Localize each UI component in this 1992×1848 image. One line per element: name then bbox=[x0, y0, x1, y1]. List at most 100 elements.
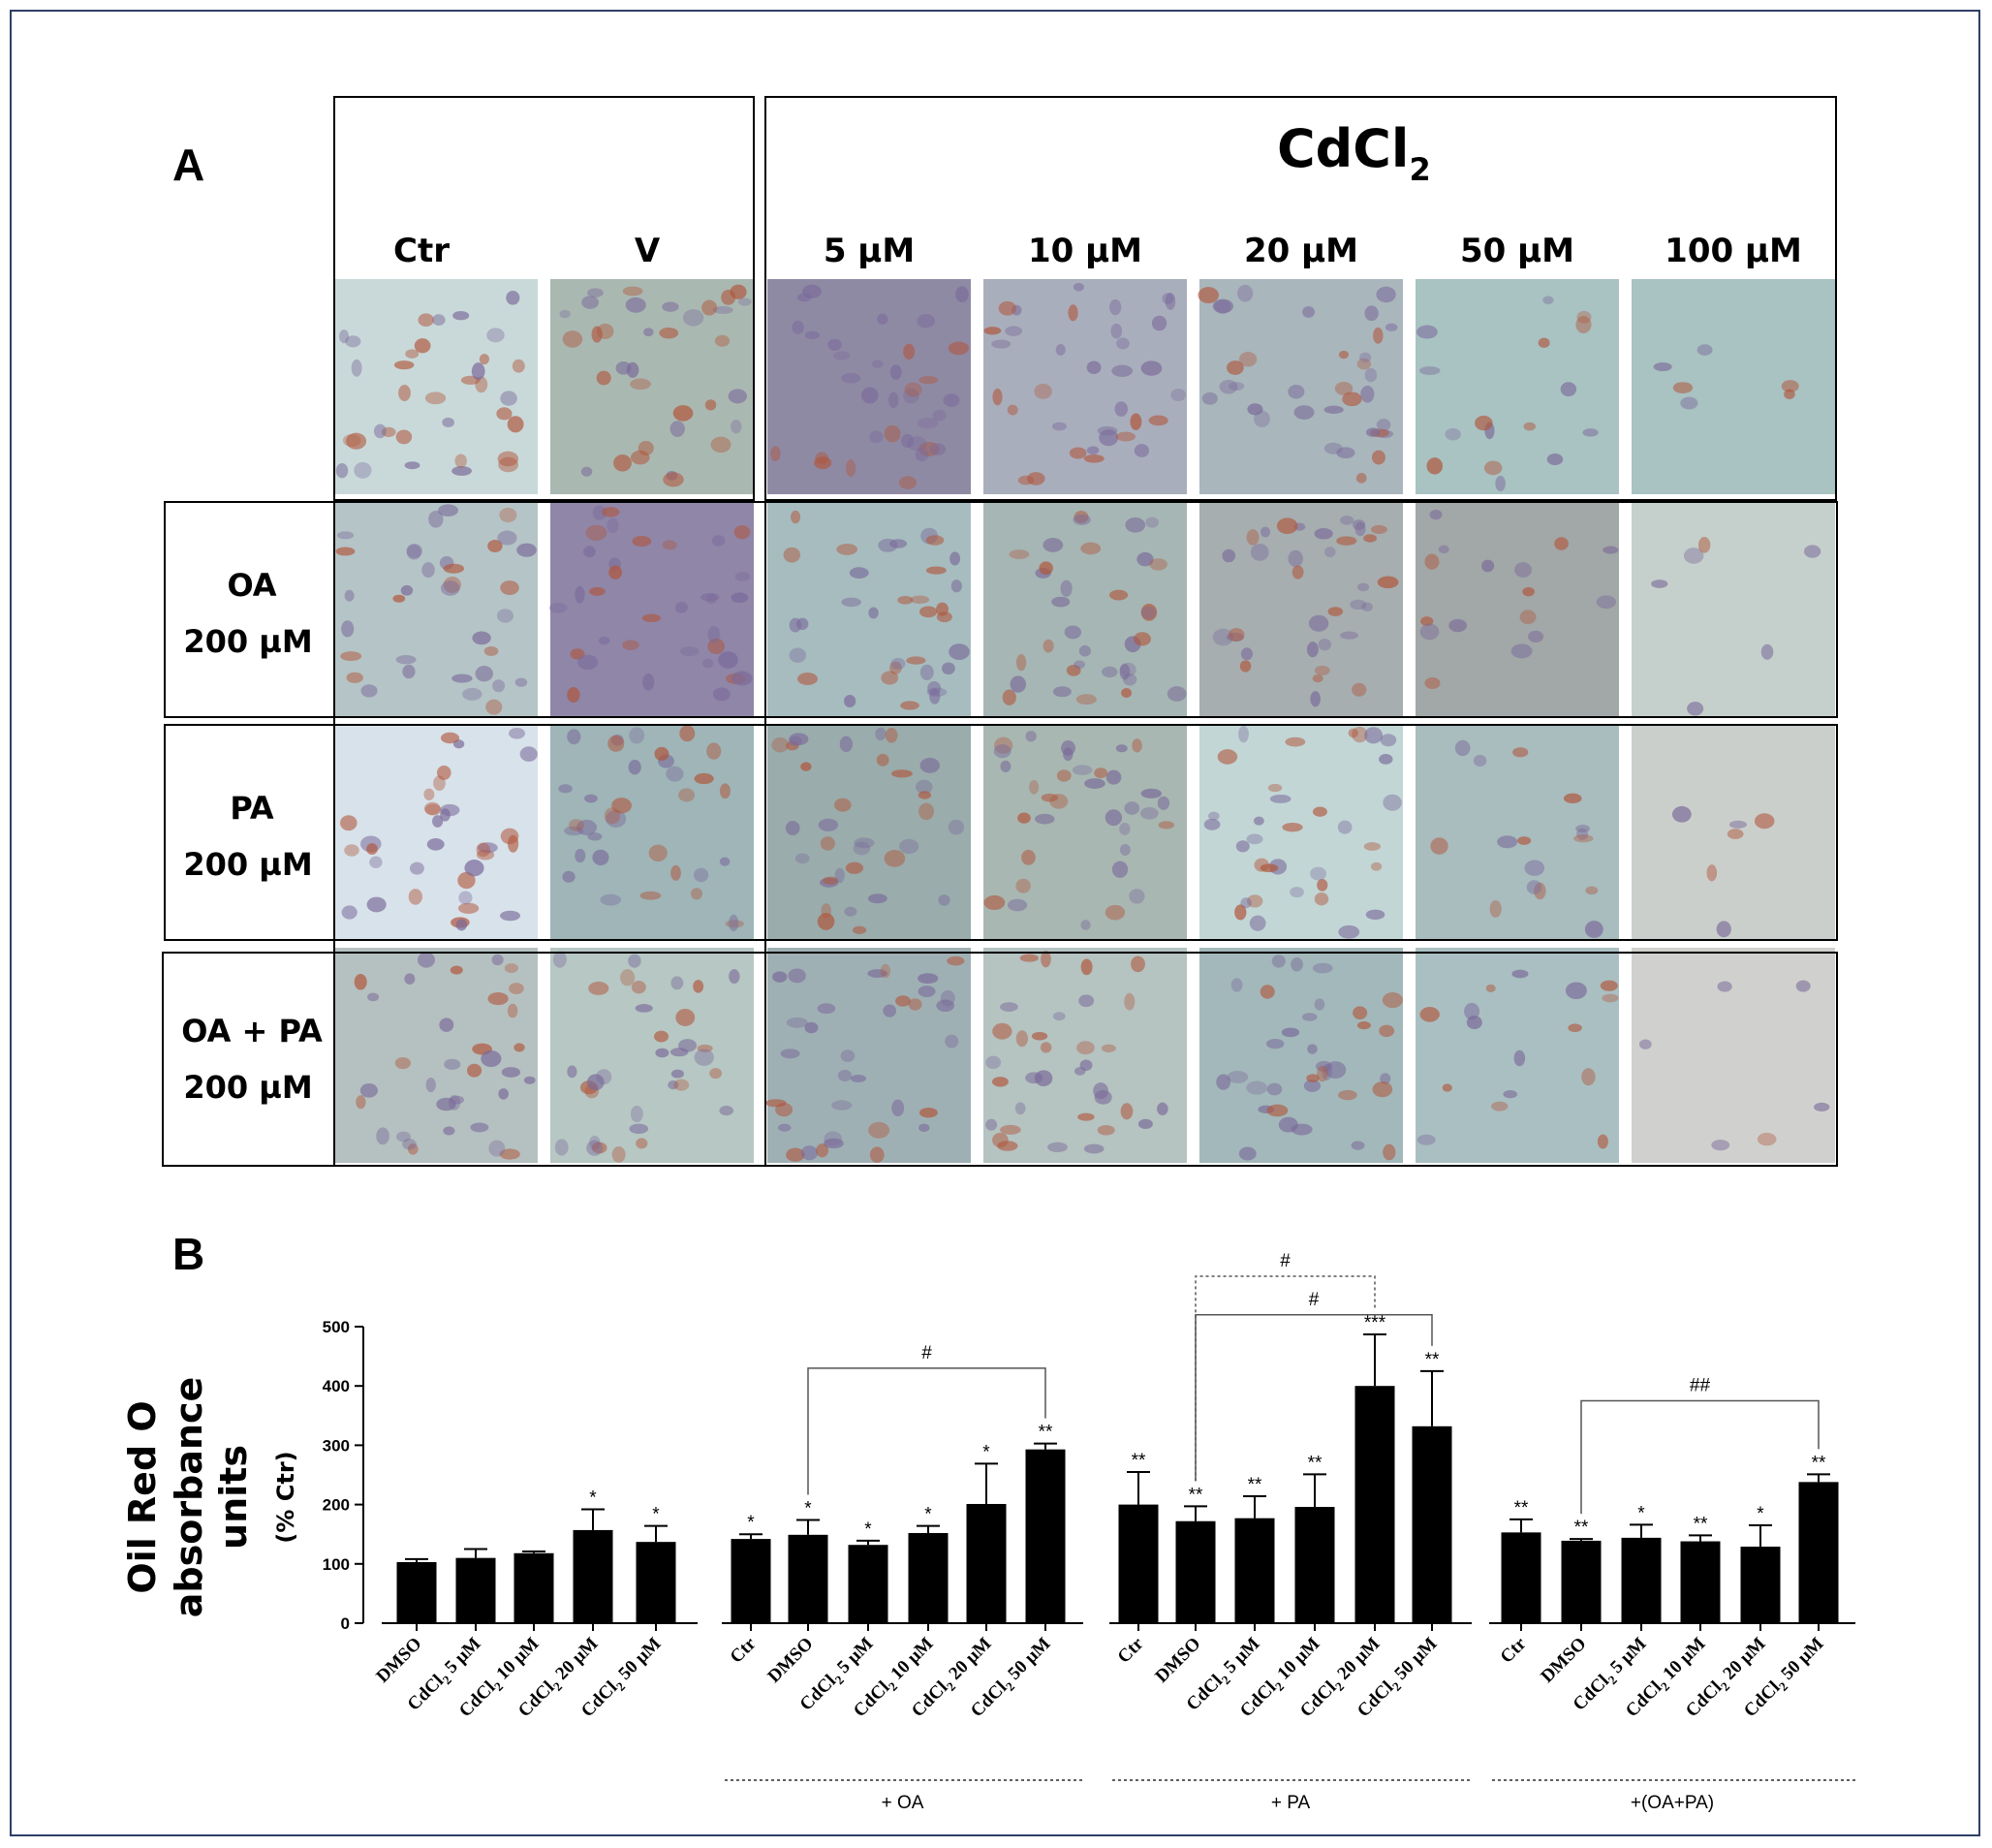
cell-mark bbox=[1565, 982, 1587, 1000]
cell-mark bbox=[409, 861, 424, 875]
cell-mark bbox=[1327, 607, 1344, 616]
y-axis-title: Oil Red O absorbance units (% Ctr) bbox=[121, 1377, 299, 1618]
cell-mark bbox=[394, 1057, 412, 1070]
significance-label: * bbox=[982, 1442, 990, 1462]
cell-mark bbox=[1426, 457, 1444, 475]
cell-mark bbox=[559, 309, 571, 319]
cell-mark bbox=[1315, 1060, 1332, 1072]
x-tick-label-tail: 10 µM bbox=[884, 1634, 937, 1687]
cell-mark bbox=[1602, 993, 1619, 1003]
cell-mark bbox=[1068, 304, 1078, 322]
panel-a-letter: A bbox=[172, 140, 204, 190]
row-label-line1: OA + PA bbox=[181, 1013, 323, 1049]
cell-mark bbox=[706, 742, 722, 760]
cell-mark bbox=[1282, 822, 1303, 832]
y-axis-title-line3: units bbox=[212, 1445, 255, 1550]
cell-mark bbox=[868, 1121, 890, 1139]
cell-mark bbox=[472, 631, 491, 645]
x-tick-label-tail: 10 µM bbox=[1656, 1634, 1709, 1687]
significance-label: ** bbox=[1812, 1453, 1826, 1473]
figure-frame bbox=[10, 10, 1980, 1836]
cell-mark bbox=[994, 736, 1013, 754]
column-header: 5 µM bbox=[824, 232, 915, 270]
cell-mark bbox=[932, 409, 947, 422]
cell-mark bbox=[1445, 427, 1461, 441]
cell-mark bbox=[1017, 475, 1035, 485]
cell-mark bbox=[392, 594, 406, 603]
cell-mark bbox=[400, 584, 414, 596]
cell-mark bbox=[629, 727, 645, 744]
cell-mark bbox=[867, 969, 887, 978]
cell-mark bbox=[600, 893, 622, 906]
cell-mark bbox=[711, 535, 726, 547]
cell-mark bbox=[1005, 326, 1023, 336]
x-tick-label-tail: 10 µM bbox=[489, 1634, 543, 1687]
cell-mark bbox=[487, 540, 503, 552]
cell-mark bbox=[1503, 1090, 1518, 1099]
cell-mark bbox=[719, 1105, 734, 1116]
cell-mark bbox=[1140, 788, 1162, 799]
cell-mark bbox=[507, 1003, 518, 1018]
cell-mark bbox=[818, 818, 838, 831]
cell-mark bbox=[359, 1082, 378, 1098]
cell-mark bbox=[577, 654, 599, 671]
cell-mark bbox=[1238, 352, 1258, 367]
cell-mark bbox=[1034, 383, 1052, 399]
cell-mark bbox=[608, 565, 623, 579]
cell-mark bbox=[402, 664, 416, 679]
cell-mark bbox=[1140, 360, 1163, 376]
significance-label: ** bbox=[1189, 1485, 1203, 1505]
cell-mark bbox=[1253, 816, 1264, 826]
bracket-label: # bbox=[1280, 1251, 1291, 1271]
cell-mark bbox=[1000, 1124, 1021, 1135]
cell-mark bbox=[721, 289, 736, 305]
cell-mark bbox=[1227, 1071, 1249, 1083]
cell-mark bbox=[487, 991, 509, 1006]
cell-mark bbox=[630, 1106, 643, 1123]
frame-row-pa bbox=[164, 724, 1838, 941]
cell-mark bbox=[1246, 529, 1260, 546]
cell-mark bbox=[1365, 909, 1385, 920]
cell-mark bbox=[890, 769, 913, 778]
cell-mark bbox=[918, 802, 935, 821]
cell-mark bbox=[1364, 367, 1378, 383]
cell-mark bbox=[1293, 405, 1315, 420]
cell-mark bbox=[1238, 725, 1249, 743]
bar bbox=[1740, 1547, 1781, 1623]
cell-mark bbox=[630, 378, 651, 391]
cell-mark bbox=[642, 673, 655, 691]
cell-mark bbox=[867, 893, 887, 904]
cell-mark bbox=[1265, 1038, 1285, 1049]
group-label: +(OA+PA) bbox=[1631, 1793, 1714, 1813]
cell-mark bbox=[841, 372, 861, 384]
cell-mark bbox=[1246, 894, 1263, 908]
cell-mark bbox=[714, 334, 731, 347]
cell-mark bbox=[498, 1088, 509, 1100]
cell-mark bbox=[1052, 1012, 1066, 1020]
significance-label: *** bbox=[1364, 1313, 1386, 1333]
cell-mark bbox=[1086, 360, 1102, 375]
cell-mark bbox=[615, 361, 632, 375]
cell-mark bbox=[1372, 1081, 1393, 1098]
x-tick-label-main: DMSO bbox=[1151, 1634, 1204, 1687]
cell-mark bbox=[1271, 955, 1286, 968]
x-tick-label-tail: 50 µM bbox=[1387, 1634, 1441, 1687]
significance-label: ** bbox=[1132, 1451, 1146, 1471]
column-header: Ctr bbox=[393, 232, 450, 270]
cell-mark bbox=[1568, 1023, 1582, 1033]
cell-mark bbox=[1149, 558, 1167, 571]
bar bbox=[1680, 1541, 1721, 1623]
cell-mark bbox=[1572, 834, 1594, 843]
bar bbox=[1294, 1507, 1335, 1623]
cell-mark bbox=[1015, 878, 1031, 893]
cell-mark bbox=[908, 998, 922, 1011]
cell-mark bbox=[682, 309, 704, 327]
cell-mark bbox=[1380, 734, 1397, 747]
cell-mark bbox=[1083, 1143, 1105, 1154]
cell-mark bbox=[346, 432, 367, 450]
cdcl2-header-text: CdCl bbox=[1277, 118, 1409, 179]
cell-mark bbox=[1140, 604, 1158, 621]
cell-mark bbox=[341, 905, 358, 920]
cell-mark bbox=[476, 842, 490, 858]
